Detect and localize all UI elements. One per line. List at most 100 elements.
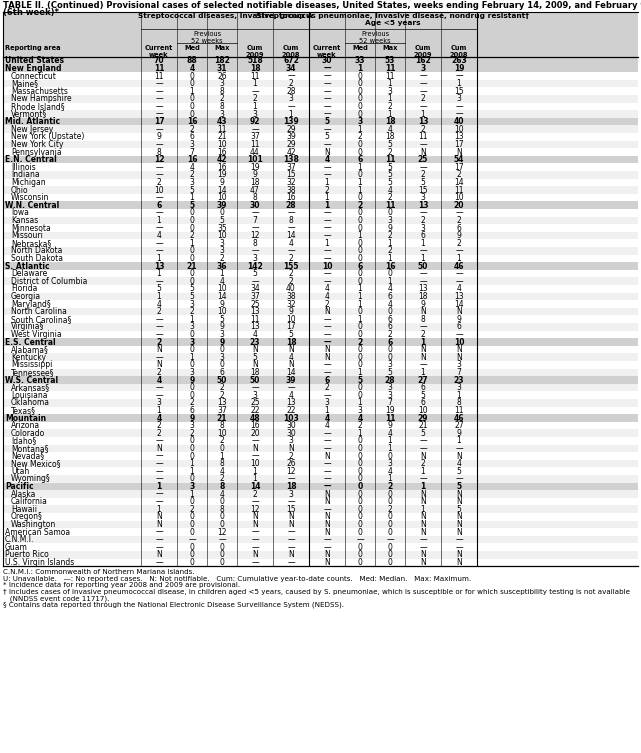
Text: 9: 9: [156, 133, 162, 142]
Text: 4: 4: [220, 489, 224, 498]
Text: Ohio: Ohio: [11, 185, 29, 194]
Text: —: —: [323, 231, 331, 240]
Text: Reporting area: Reporting area: [5, 44, 61, 50]
Bar: [3, 255, 638, 262]
Text: 1: 1: [358, 368, 362, 377]
Text: 8: 8: [288, 216, 294, 225]
Text: 1: 1: [388, 474, 392, 483]
Text: 30: 30: [250, 201, 260, 209]
Text: 4: 4: [288, 239, 294, 248]
Text: 2: 2: [358, 337, 363, 346]
Text: 2: 2: [387, 482, 393, 491]
Text: W.S. Central: W.S. Central: [5, 376, 58, 385]
Text: 21: 21: [418, 421, 428, 430]
Text: 15: 15: [454, 87, 464, 96]
Text: N: N: [156, 520, 162, 529]
Text: 1: 1: [288, 109, 294, 118]
Bar: [3, 57, 638, 65]
Text: 6: 6: [388, 292, 392, 301]
Text: 2: 2: [324, 185, 329, 194]
Text: 18: 18: [286, 337, 296, 346]
Text: Cum
2008: Cum 2008: [450, 44, 468, 57]
Text: 6: 6: [358, 155, 363, 164]
Text: 21: 21: [217, 133, 227, 142]
Text: 8: 8: [220, 459, 224, 468]
Text: —: —: [155, 467, 163, 476]
Text: 3: 3: [220, 79, 224, 88]
Bar: [3, 300, 638, 308]
Text: 3: 3: [190, 140, 194, 149]
Bar: [3, 353, 638, 361]
Text: 4: 4: [388, 185, 392, 194]
Text: 672: 672: [283, 56, 299, 66]
Text: 0: 0: [358, 102, 362, 111]
Text: 92: 92: [250, 117, 260, 126]
Text: W.N. Central: W.N. Central: [5, 201, 59, 209]
Text: —: —: [323, 505, 331, 514]
Text: 3: 3: [220, 246, 224, 255]
Text: N: N: [324, 489, 330, 498]
Text: —: —: [323, 535, 331, 544]
Text: —: —: [455, 209, 463, 218]
Text: 2: 2: [220, 436, 224, 445]
Text: N: N: [456, 452, 462, 461]
Text: 15: 15: [286, 170, 296, 179]
Text: N: N: [252, 512, 258, 521]
Text: 11: 11: [418, 133, 428, 142]
Text: —: —: [419, 163, 427, 172]
Text: Previous
52 weeks: Previous 52 weeks: [191, 31, 223, 44]
Bar: [3, 490, 638, 498]
Text: 0: 0: [190, 276, 194, 285]
Text: N: N: [288, 550, 294, 559]
Text: 0: 0: [358, 558, 362, 567]
Text: 0: 0: [388, 489, 392, 498]
Text: N: N: [420, 558, 426, 567]
Text: 2: 2: [288, 79, 294, 88]
Text: 0: 0: [358, 148, 362, 157]
Text: 0: 0: [220, 558, 224, 567]
Text: —: —: [287, 383, 295, 392]
Text: Arkansas§: Arkansas§: [11, 383, 50, 392]
Text: 0: 0: [190, 79, 194, 88]
Text: 6: 6: [324, 376, 329, 385]
Text: 6: 6: [420, 398, 426, 407]
Text: 2: 2: [388, 148, 392, 157]
Text: —: —: [155, 452, 163, 461]
Text: 9: 9: [189, 413, 195, 422]
Text: S. Atlantic: S. Atlantic: [5, 261, 49, 270]
Text: 17: 17: [454, 163, 464, 172]
Text: 29: 29: [286, 125, 296, 134]
Text: 1: 1: [324, 406, 329, 415]
Text: 0: 0: [358, 87, 362, 96]
Text: —: —: [419, 140, 427, 149]
Text: 1: 1: [253, 79, 258, 88]
Text: Current
week: Current week: [313, 44, 341, 57]
Text: 6: 6: [456, 322, 462, 331]
Text: Oregon§: Oregon§: [11, 512, 43, 521]
Text: 0: 0: [388, 209, 392, 218]
Text: 29: 29: [418, 413, 428, 422]
Text: 8: 8: [219, 482, 225, 491]
Text: Streptococcal diseases, invasive, group A: Streptococcal diseases, invasive, group …: [138, 13, 312, 19]
Bar: [3, 475, 638, 483]
Bar: [3, 102, 638, 110]
Text: 10: 10: [154, 185, 164, 194]
Text: 40: 40: [454, 117, 464, 126]
Text: 2: 2: [253, 489, 258, 498]
Text: 10: 10: [454, 337, 464, 346]
Text: 16: 16: [187, 117, 197, 126]
Text: N: N: [324, 558, 330, 567]
Text: 16: 16: [217, 163, 227, 172]
Text: —: —: [455, 474, 463, 483]
Bar: [3, 544, 638, 551]
Text: 0: 0: [358, 239, 362, 248]
Text: 518: 518: [247, 56, 263, 66]
Text: 5: 5: [190, 201, 195, 209]
Text: —: —: [155, 239, 163, 248]
Text: —: —: [455, 276, 463, 285]
Text: 23: 23: [454, 376, 464, 385]
Text: N: N: [420, 497, 426, 506]
Text: 2: 2: [420, 125, 426, 134]
Text: 2: 2: [288, 269, 294, 278]
Text: 1: 1: [156, 269, 162, 278]
